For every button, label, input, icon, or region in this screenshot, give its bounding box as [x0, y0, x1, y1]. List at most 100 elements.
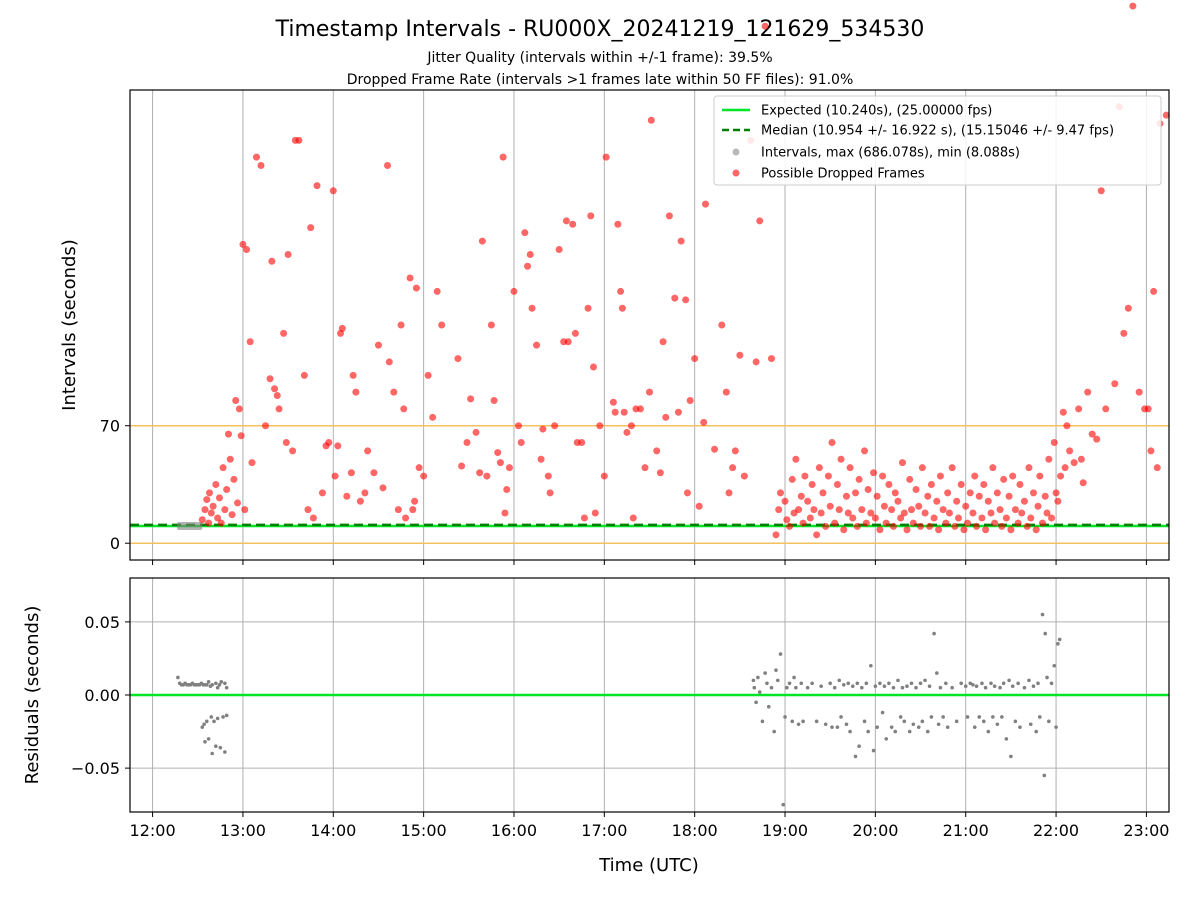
residual-point [902, 719, 907, 724]
dropped-frame-point [966, 489, 974, 497]
dropped-frame-point [646, 388, 653, 396]
dropped-frame-point [846, 464, 854, 472]
dropped-frame-point [971, 472, 979, 480]
residual-point [206, 737, 211, 741]
residual-point [866, 729, 870, 734]
dropped-frame-point [935, 526, 943, 534]
dropped-frame-point [611, 408, 619, 416]
dropped-frame-point [257, 162, 265, 170]
dropped-frame-point [537, 455, 545, 463]
residual-point [968, 681, 973, 686]
residual-point [203, 740, 207, 744]
dropped-frame-point [1032, 526, 1040, 534]
dropped-frame-point [987, 509, 995, 517]
dropped-frame-point [352, 388, 360, 396]
residual-point [959, 681, 963, 686]
dropped-frame-point [978, 514, 986, 522]
dropped-frame-point [1162, 111, 1170, 119]
dropped-frame-point [528, 304, 536, 312]
residual-point [752, 685, 757, 690]
residual-point [217, 682, 222, 687]
residual-point [204, 682, 209, 687]
dropped-frame-point [215, 494, 223, 502]
dropped-frame-point [1079, 479, 1087, 487]
dropped-frame-point [206, 489, 214, 497]
residual-point [218, 745, 223, 750]
residual-point [1043, 631, 1048, 636]
dropped-frame-point [889, 522, 897, 530]
x-tick-label: 14:00 [310, 821, 356, 840]
dropped-frame-point [1043, 509, 1051, 517]
residual-point [974, 684, 979, 689]
dropped-frame-point [781, 497, 789, 505]
dropped-frame-point [226, 455, 234, 463]
dropped-frame-point [777, 489, 785, 497]
dropped-frame-point [953, 497, 961, 505]
dropped-frame-point [906, 475, 914, 483]
dropped-frame-point [1018, 509, 1026, 517]
dropped-frame-point [1111, 380, 1119, 388]
residual-point [794, 685, 798, 690]
intervals-y-tick-label: 0 [110, 534, 120, 553]
dropped-frame-point [855, 475, 863, 483]
residual-point [781, 802, 786, 807]
dropped-frame-point [219, 464, 227, 472]
dropped-frame-point [641, 464, 649, 472]
dropped-frame-point [602, 153, 610, 161]
dropped-frame-point [379, 484, 387, 492]
dropped-frame-point [223, 486, 231, 493]
x-tick-label: 18:00 [672, 821, 718, 840]
dropped-frame-point [960, 526, 968, 534]
dropped-frame-point [203, 496, 211, 504]
residual-point [1049, 681, 1054, 686]
dropped-frame-point [772, 531, 780, 539]
residual-point [223, 681, 227, 686]
dropped-frame-point [394, 506, 402, 514]
dropped-frame-point [686, 397, 694, 405]
dropped-frame-point [897, 514, 905, 522]
residual-point [224, 685, 229, 690]
dropped-frame-point [862, 519, 870, 527]
dropped-frame-point [736, 351, 744, 359]
dropped-frame-point [927, 480, 935, 488]
residual-point [936, 722, 941, 727]
dropped-frame-point [1153, 464, 1161, 472]
residual-point [215, 716, 220, 721]
residual-point [1010, 684, 1015, 689]
residual-point [998, 685, 1002, 690]
residual-point [875, 725, 879, 729]
dropped-frame-point [880, 502, 888, 510]
dropped-frame-point [331, 472, 339, 480]
dropped-frame-point [234, 499, 242, 507]
dropped-frame-point [842, 492, 850, 500]
dropped-frame-point [617, 287, 625, 295]
residual-point [835, 725, 840, 729]
dropped-frame-point [700, 418, 708, 426]
dropped-frame-point [964, 519, 972, 527]
residual-point [206, 680, 211, 684]
dropped-frame-point [526, 251, 534, 258]
dropped-frame-point [564, 338, 572, 346]
dropped-frame-point [304, 506, 312, 514]
x-tick-label: 12:00 [130, 821, 176, 840]
x-axis-label: Time (UTC) [598, 855, 699, 876]
dropped-frame-point [467, 395, 475, 403]
dropped-frame-point [433, 287, 441, 295]
dropped-frame-point [677, 237, 685, 245]
dropped-frame-point [620, 408, 628, 416]
dropped-frame-point [810, 506, 818, 514]
dropped-frame-point [578, 439, 586, 446]
dropped-frame-point [490, 397, 498, 405]
dropped-frame-point [338, 324, 346, 332]
dropped-frame-point [1009, 472, 1017, 480]
residual-point [916, 725, 921, 729]
legend-median-label: Median (10.954 +/- 16.922 s), (15.15046 … [761, 124, 1114, 139]
dropped-frame-point [235, 405, 243, 413]
dropped-frame-point [1075, 405, 1083, 413]
dropped-frame-point [390, 388, 398, 396]
intervals-panel: 0 70 Intervals (seconds) Expected (10.240… [59, 2, 1170, 565]
intervals-y-axis-label: Intervals (seconds) [59, 239, 80, 411]
dropped-frame-point [1034, 502, 1042, 510]
residual-point [864, 681, 869, 686]
dropped-frame-point [1084, 388, 1092, 396]
